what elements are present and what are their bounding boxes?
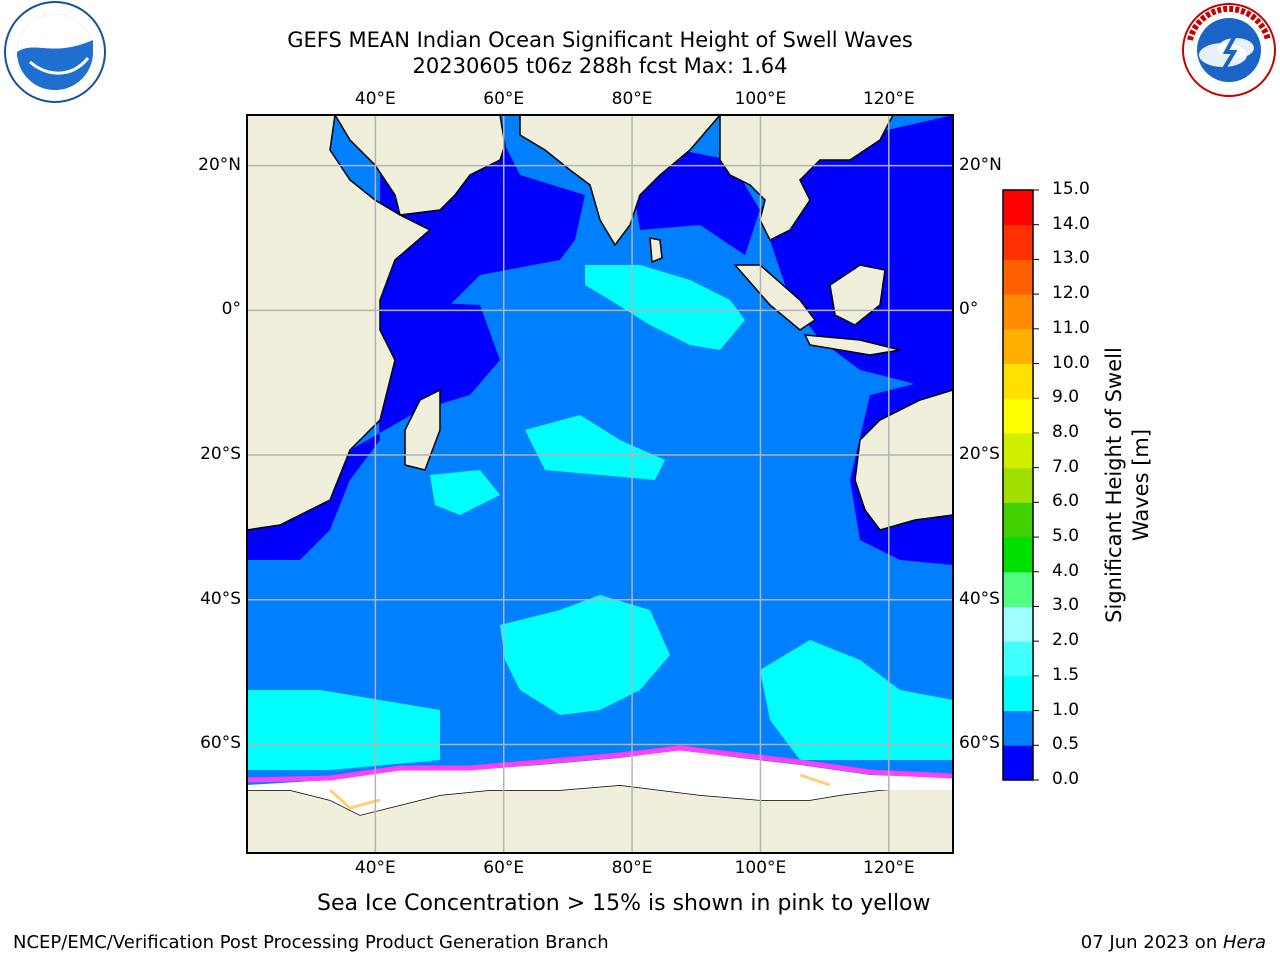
map-frame xyxy=(246,114,954,854)
map-title-line2: 20230605 t06z 288h fcst Max: 1.64 xyxy=(412,54,788,78)
colorbar-tick-label: 1.0 xyxy=(1052,699,1080,720)
latitude-tick-label: 20°S xyxy=(200,444,241,465)
colorbar-tick-label: 14.0 xyxy=(1052,213,1090,234)
colorbar-tick-label: 13.0 xyxy=(1052,248,1090,269)
longitude-tick-label: 100°E xyxy=(734,858,787,878)
colorbar-segment xyxy=(1003,710,1033,746)
colorbar-label-line1: Significant Height of Swell xyxy=(1102,347,1126,623)
nws-logo xyxy=(1182,3,1276,97)
footer-host: Hera xyxy=(1222,932,1266,953)
colorbar-segment xyxy=(1003,467,1033,503)
sea-ice-note: Sea Ice Concentration > 15% is shown in … xyxy=(317,891,931,916)
colorbar-segment xyxy=(1003,363,1033,399)
sea-ice-shelf xyxy=(247,750,953,815)
colorbar-tick-label: 0.0 xyxy=(1052,769,1080,789)
swell-low-indonesia xyxy=(760,115,953,395)
latitude-tick-label: 0° xyxy=(221,299,241,320)
colorbar-segment xyxy=(1003,432,1033,469)
swell-low-mozambique xyxy=(247,300,500,560)
colorbar-label: Significant Height of Swell Waves [m] xyxy=(1101,305,1155,665)
longitude-tick-label: 40°E xyxy=(354,89,396,109)
colorbar-tick-label: 0.5 xyxy=(1052,734,1080,755)
latitude-tick-label: 20°N xyxy=(959,154,1002,175)
swell-mid-southern-2 xyxy=(760,640,953,760)
colorbar-segment xyxy=(1003,675,1033,712)
latitude-tick-label: 20°S xyxy=(959,444,1000,465)
colorbar xyxy=(1002,189,1039,781)
colorbar-segment xyxy=(1003,606,1033,642)
latitude-tick-label: 20°N xyxy=(198,154,241,175)
colorbar-label-line2: Waves [m] xyxy=(1129,428,1153,542)
latitude-tick-label: 60°S xyxy=(200,733,241,754)
latitude-tick-label: 40°S xyxy=(200,588,241,609)
longitude-tick-label: 120°E xyxy=(862,89,915,109)
longitude-tick-label: 100°E xyxy=(734,89,787,109)
longitude-tick-label: 80°E xyxy=(611,858,653,878)
land-sri-lanka xyxy=(649,237,663,264)
footer-credit: NCEP/EMC/Verification Post Processing Pr… xyxy=(13,932,609,953)
colorbar-tick-label: 5.0 xyxy=(1052,526,1080,547)
colorbar-tick-label: 12.0 xyxy=(1052,283,1090,304)
latitude-tick-label: 0° xyxy=(959,299,979,320)
land-india xyxy=(519,115,721,247)
colorbar-segment xyxy=(1003,502,1033,538)
colorbar-frame xyxy=(1002,189,1034,781)
colorbar-segment xyxy=(1003,537,1033,573)
colorbar-segment xyxy=(1003,294,1033,330)
colorbar-tick-label: 1.5 xyxy=(1052,664,1080,685)
longitude-tick-label: 80°E xyxy=(611,89,653,109)
longitude-tick-label: 60°E xyxy=(483,89,525,109)
svg-text:NOAA: NOAA xyxy=(33,28,78,44)
swell-mid-equatorial xyxy=(585,265,745,350)
longitude-tick-label: 120°E xyxy=(862,858,915,878)
land-madagascar xyxy=(404,388,441,471)
longitude-tick-label: 60°E xyxy=(483,858,525,878)
land-southeast-asia xyxy=(719,115,894,242)
colorbar-segment xyxy=(1003,328,1033,365)
sea-ice-edge-yellow xyxy=(328,773,831,810)
footer-date-text: 07 Jun 2023 on xyxy=(1080,932,1223,953)
colorbar-tick-label: 7.0 xyxy=(1052,456,1080,477)
colorbar-tick-label: 2.0 xyxy=(1052,630,1080,651)
sea-ice-edge xyxy=(247,745,953,783)
swell-low-bay-of-bengal xyxy=(630,150,760,255)
swell-mid-southwest xyxy=(247,690,440,770)
colorbar-segment xyxy=(1003,398,1033,434)
longitude-tick-label: 40°E xyxy=(354,858,396,878)
latitude-tick-label: 60°S xyxy=(959,733,1000,754)
colorbar-tick-label: 6.0 xyxy=(1052,491,1080,512)
swell-mid-central xyxy=(525,415,665,480)
map-title-line1: GEFS MEAN Indian Ocean Significant Heigh… xyxy=(287,28,913,52)
colorbar-segment xyxy=(1003,571,1033,607)
colorbar-segment xyxy=(1003,641,1033,677)
swell-mid-southern-1 xyxy=(500,595,670,715)
colorbar-tick-label: 3.0 xyxy=(1052,595,1080,616)
colorbar-segment xyxy=(1003,259,1033,295)
colorbar-segment xyxy=(1003,224,1033,260)
colorbar-tick-label: 4.0 xyxy=(1052,560,1080,581)
noaa-logo: NOAA xyxy=(4,1,106,103)
colorbar-tick-label: 11.0 xyxy=(1052,317,1090,338)
land-australia xyxy=(854,389,953,531)
colorbar-tick-label: 15.0 xyxy=(1052,179,1090,199)
colorbar-tick-label: 8.0 xyxy=(1052,421,1080,442)
swell-mid-west-patch xyxy=(430,470,500,515)
latitude-tick-label: 40°S xyxy=(959,588,1000,609)
colorbar-tick-label: 10.0 xyxy=(1052,352,1090,373)
land-java xyxy=(803,334,901,356)
colorbar-tick-label: 9.0 xyxy=(1052,387,1080,408)
footer-date: 07 Jun 2023 on Hera xyxy=(1081,932,1266,953)
colorbar-segment xyxy=(1003,190,1033,226)
colorbar-segment xyxy=(1003,745,1033,781)
